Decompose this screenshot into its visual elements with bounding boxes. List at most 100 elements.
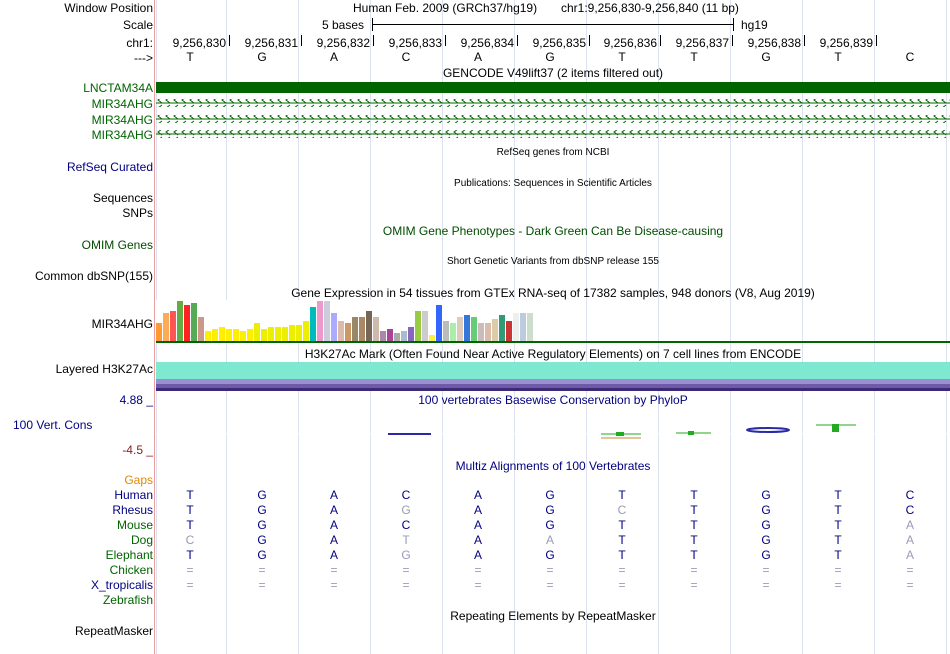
gtex-tissue-bar[interactable]: [492, 319, 498, 341]
gtex-tissue-bar[interactable]: [324, 301, 330, 341]
species-label[interactable]: Dog: [130, 533, 153, 547]
gene-feature-lnctam34a[interactable]: [156, 82, 950, 93]
aligned-base: A: [473, 488, 482, 502]
gtex-tissue-bar[interactable]: [191, 303, 197, 341]
gtex-expression-chart[interactable]: [156, 300, 534, 341]
gtex-tissue-bar[interactable]: [436, 305, 442, 341]
species-label[interactable]: Mouse: [116, 518, 153, 532]
gtex-tissue-bar[interactable]: [282, 327, 288, 341]
gtex-tissue-bar[interactable]: [289, 325, 295, 341]
dbsnp-label[interactable]: Common dbSNP(155): [34, 269, 153, 283]
repeatmasker-label[interactable]: RepeatMasker: [74, 624, 153, 638]
gtex-tissue-bar[interactable]: [527, 313, 533, 341]
gencode-item-label[interactable]: MIR34AHG: [91, 128, 153, 142]
gtex-tissue-bar[interactable]: [359, 317, 365, 341]
gencode-item-label[interactable]: LNCTAM34A: [83, 81, 153, 95]
gtex-tissue-bar[interactable]: [310, 307, 316, 341]
gtex-tissue-bar[interactable]: [261, 329, 267, 341]
aligned-base: A: [905, 548, 914, 562]
publications-sequences-label[interactable]: Sequences: [92, 191, 153, 205]
gtex-tissue-bar[interactable]: [401, 331, 407, 341]
gtex-tissue-bar[interactable]: [156, 323, 162, 341]
gaps-label[interactable]: Gaps: [124, 473, 153, 487]
aligned-base: T: [618, 518, 626, 532]
gtex-tissue-bar[interactable]: [450, 323, 456, 341]
gtex-tissue-bar[interactable]: [422, 311, 428, 341]
ruler-tick-label: 9,256,831: [244, 36, 298, 50]
grid-line: [586, 0, 587, 654]
species-label[interactable]: Rhesus: [112, 503, 153, 517]
gtex-tissue-bar[interactable]: [513, 313, 519, 341]
publications-snps-label[interactable]: SNPs: [122, 206, 153, 220]
species-label[interactable]: Chicken: [109, 563, 153, 577]
gene-feature-mir34ahg-introns[interactable]: [156, 96, 950, 144]
scale-bar-text: 5 bases: [322, 18, 365, 32]
gtex-tissue-bar[interactable]: [219, 327, 225, 341]
gtex-tissue-bar[interactable]: [485, 323, 491, 341]
refseq-label[interactable]: RefSeq Curated: [66, 160, 153, 174]
species-label[interactable]: Elephant: [105, 548, 153, 562]
grid-line: [802, 0, 803, 654]
gtex-tissue-bar[interactable]: [352, 317, 358, 341]
gtex-tissue-bar[interactable]: [478, 323, 484, 341]
aligned-base: =: [474, 563, 482, 577]
cons-label[interactable]: 100 Vert. Cons: [13, 418, 93, 432]
gtex-tissue-bar[interactable]: [317, 301, 323, 341]
gencode-item-label[interactable]: MIR34AHG: [91, 97, 153, 111]
gtex-tissue-bar[interactable]: [387, 329, 393, 341]
gtex-tissue-bar[interactable]: [499, 315, 505, 341]
gtex-tissue-bar[interactable]: [380, 331, 386, 341]
gtex-tissue-bar[interactable]: [226, 329, 232, 341]
h3k27ac-label[interactable]: Layered H3K27Ac: [55, 362, 153, 376]
gtex-tissue-bar[interactable]: [163, 313, 169, 341]
gtex-tissue-bar[interactable]: [212, 329, 218, 341]
gtex-tissue-bar[interactable]: [429, 335, 435, 341]
ruler-tick-label: 9,256,833: [388, 36, 442, 50]
aligned-base: T: [834, 518, 842, 532]
gtex-tissue-bar[interactable]: [471, 317, 477, 341]
gtex-tissue-bar[interactable]: [408, 327, 414, 341]
aligned-base: G: [257, 548, 267, 562]
gtex-tissue-bar[interactable]: [506, 321, 512, 341]
gtex-tissue-bar[interactable]: [331, 313, 337, 341]
gtex-tissue-bar[interactable]: [443, 321, 449, 341]
gtex-tissue-bar[interactable]: [303, 321, 309, 341]
omim-label[interactable]: OMIM Genes: [81, 238, 153, 252]
gencode-item-label[interactable]: MIR34AHG: [91, 113, 153, 127]
gtex-gene-label[interactable]: MIR34AHG: [91, 317, 153, 331]
h3k27ac-signal[interactable]: [156, 362, 950, 392]
species-label[interactable]: X_tropicalis: [90, 578, 153, 592]
species-label[interactable]: Zebrafish: [102, 593, 153, 607]
aligned-base: A: [473, 533, 482, 547]
gtex-tissue-bar[interactable]: [240, 331, 246, 341]
scale-label: Scale: [122, 18, 153, 32]
gtex-tissue-bar[interactable]: [233, 329, 239, 341]
phylop-plot[interactable]: [156, 420, 950, 444]
gtex-tissue-bar[interactable]: [373, 317, 379, 341]
gtex-tissue-bar[interactable]: [464, 315, 470, 341]
gtex-tissue-bar[interactable]: [198, 317, 204, 341]
gtex-tissue-bar[interactable]: [394, 333, 400, 341]
species-label[interactable]: Human: [114, 488, 153, 502]
gtex-tissue-bar[interactable]: [457, 317, 463, 341]
position-coords[interactable]: chr1:9,256,830-9,256,840 (11 bp): [561, 1, 739, 15]
reference-base: G: [257, 50, 267, 64]
aligned-base: =: [762, 563, 770, 577]
gtex-tissue-bar[interactable]: [247, 329, 253, 341]
gtex-tissue-bar[interactable]: [338, 321, 344, 341]
aligned-base: =: [762, 578, 770, 592]
repeatmasker-track-title: Repeating Elements by RepeatMasker: [450, 609, 656, 623]
gtex-tissue-bar[interactable]: [275, 327, 281, 341]
gtex-tissue-bar[interactable]: [415, 311, 421, 341]
gtex-tissue-bar[interactable]: [254, 323, 260, 341]
gtex-tissue-bar[interactable]: [296, 325, 302, 341]
gtex-tissue-bar[interactable]: [205, 331, 211, 341]
aligned-base: C: [617, 503, 627, 517]
gtex-tissue-bar[interactable]: [184, 305, 190, 341]
gtex-tissue-bar[interactable]: [177, 301, 183, 341]
gtex-tissue-bar[interactable]: [170, 311, 176, 341]
gtex-tissue-bar[interactable]: [345, 323, 351, 341]
gtex-tissue-bar[interactable]: [268, 327, 274, 341]
gtex-tissue-bar[interactable]: [366, 311, 372, 341]
gtex-tissue-bar[interactable]: [520, 313, 526, 341]
